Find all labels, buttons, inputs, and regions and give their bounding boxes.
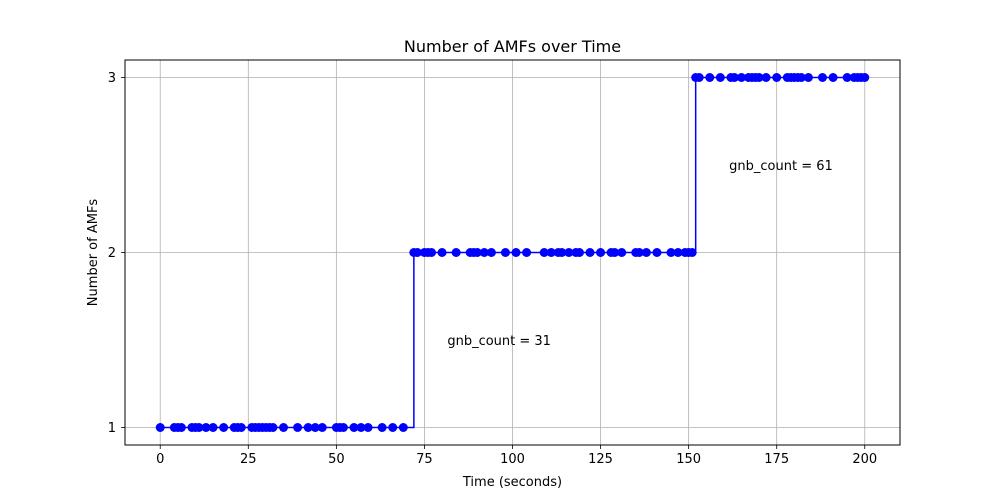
data-point bbox=[194, 423, 204, 432]
data-point bbox=[673, 248, 683, 257]
x-tick-label: 75 bbox=[416, 452, 433, 467]
x-tick-label: 150 bbox=[676, 452, 701, 467]
data-point bbox=[437, 248, 447, 257]
data-point bbox=[641, 248, 651, 257]
x-tick-label: 175 bbox=[764, 452, 789, 467]
x-tick-label: 50 bbox=[328, 452, 345, 467]
data-point bbox=[377, 423, 387, 432]
data-point bbox=[268, 423, 278, 432]
data-point bbox=[412, 248, 422, 257]
data-point bbox=[634, 248, 644, 257]
data-point bbox=[201, 423, 211, 432]
data-point bbox=[617, 248, 627, 257]
annotation-label: gnb_count = 61 bbox=[729, 159, 833, 174]
data-point bbox=[557, 248, 567, 257]
y-tick-label: 1 bbox=[108, 421, 116, 436]
chart-title: Number of AMFs over Time bbox=[404, 37, 621, 56]
data-point bbox=[585, 248, 595, 257]
data-point bbox=[818, 73, 827, 82]
data-point bbox=[155, 423, 165, 432]
y-tick-label: 3 bbox=[108, 71, 116, 86]
x-tick-label: 200 bbox=[852, 452, 877, 467]
data-point bbox=[511, 248, 521, 257]
data-point bbox=[356, 423, 366, 432]
data-point bbox=[363, 423, 373, 432]
data-point bbox=[596, 248, 606, 257]
data-point bbox=[303, 423, 313, 432]
data-point bbox=[803, 73, 813, 82]
data-point bbox=[754, 73, 764, 82]
y-axis-label: Number of AMFs bbox=[86, 199, 101, 307]
data-point bbox=[236, 423, 246, 432]
data-point bbox=[479, 248, 489, 257]
annotations: gnb_count = 31 gnb_count = 61 bbox=[447, 159, 832, 349]
data-point bbox=[349, 423, 359, 432]
annotation-label: gnb_count = 31 bbox=[447, 334, 551, 349]
data-point bbox=[500, 248, 510, 257]
data-point bbox=[715, 73, 725, 82]
data-point bbox=[451, 248, 461, 257]
data-point bbox=[574, 248, 584, 257]
data-point bbox=[279, 423, 289, 432]
data-point bbox=[652, 248, 662, 257]
y-tick-label: 2 bbox=[108, 246, 116, 261]
data-point bbox=[317, 423, 327, 432]
data-point bbox=[564, 248, 574, 257]
data-point bbox=[694, 73, 704, 82]
data-point bbox=[522, 248, 532, 257]
data-series bbox=[155, 73, 870, 432]
data-point bbox=[796, 73, 806, 82]
data-point bbox=[772, 73, 782, 82]
data-point bbox=[310, 423, 320, 432]
x-tick-label: 0 bbox=[156, 452, 164, 467]
data-point bbox=[666, 248, 676, 257]
data-point bbox=[842, 73, 852, 82]
data-point bbox=[705, 73, 715, 82]
x-tick-label: 125 bbox=[588, 452, 613, 467]
data-point bbox=[729, 73, 739, 82]
data-point bbox=[860, 73, 870, 82]
data-point bbox=[539, 248, 549, 257]
x-tick-label: 100 bbox=[500, 452, 525, 467]
data-point bbox=[208, 423, 218, 432]
data-point bbox=[398, 423, 408, 432]
x-axis-label: Time (seconds) bbox=[462, 475, 562, 490]
axis-ticks: 0 25 50 75 100 125 150 175 200 1 2 3 bbox=[108, 71, 877, 467]
data-point bbox=[486, 248, 496, 257]
data-point bbox=[388, 423, 398, 432]
data-point bbox=[610, 248, 620, 257]
data-point bbox=[293, 423, 303, 432]
data-point bbox=[736, 73, 746, 82]
data-point bbox=[761, 73, 771, 82]
data-point bbox=[546, 248, 556, 257]
data-point bbox=[472, 248, 482, 257]
data-point bbox=[828, 73, 838, 82]
data-point bbox=[338, 423, 348, 432]
data-point bbox=[687, 248, 697, 257]
x-tick-label: 25 bbox=[240, 452, 257, 467]
data-point bbox=[426, 248, 436, 257]
data-point bbox=[176, 423, 186, 432]
data-point bbox=[219, 423, 229, 432]
